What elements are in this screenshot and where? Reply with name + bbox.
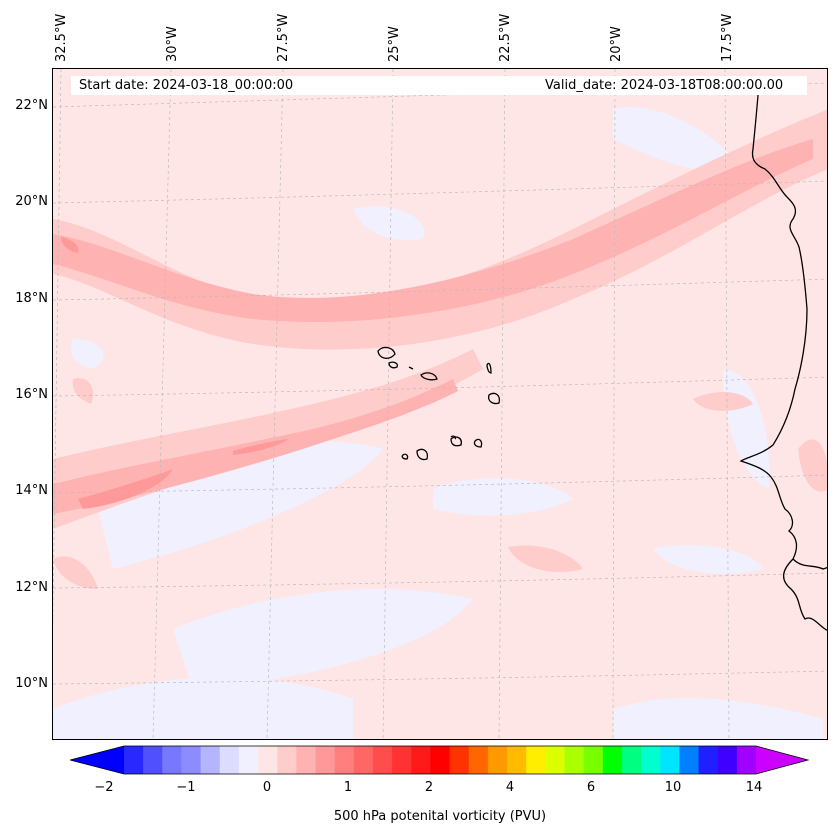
cbar-outline xyxy=(70,745,810,775)
cbar-segment xyxy=(526,746,546,774)
cbar-segment xyxy=(679,746,700,774)
cbar-segment xyxy=(545,746,565,774)
start-date-label: Start date: 2024-03-18_00:00:00 xyxy=(79,78,294,93)
cbar-segment xyxy=(334,746,355,774)
cbar-segment xyxy=(219,746,240,774)
cbar-tick-2: 2 xyxy=(424,780,434,795)
lon-label-20w: 20°W xyxy=(609,26,624,62)
cbar-segment xyxy=(583,746,604,774)
colorbar xyxy=(70,745,810,775)
cbar-segment xyxy=(200,746,221,774)
cbar-segment xyxy=(162,746,182,774)
map-panel xyxy=(52,68,828,740)
cbar-segment xyxy=(124,746,144,774)
lat-label-14n: 14°N xyxy=(15,483,48,498)
cbar-segment xyxy=(296,746,317,774)
cbar-extend-min xyxy=(70,746,124,774)
cbar-tick-4: 4 xyxy=(505,780,515,795)
cbar-segment xyxy=(430,746,451,774)
lon-label-32-5w: 32.5°W xyxy=(54,13,69,62)
cbar-tick-0: 0 xyxy=(262,780,272,795)
cbar-segment xyxy=(602,746,623,774)
pv-field xyxy=(53,69,827,739)
lon-label-27-5w: 27.5°W xyxy=(276,13,291,62)
pv-band-north-core xyxy=(61,237,79,253)
cbar-segment xyxy=(468,746,489,774)
cbar-segment xyxy=(277,746,297,774)
pv-blobs xyxy=(53,378,827,589)
cbar-tick-10: 10 xyxy=(664,780,682,795)
cape-verde-islands xyxy=(377,346,501,461)
cbar-segment xyxy=(641,746,661,774)
cbar-segment xyxy=(449,746,470,774)
cbar-segment xyxy=(392,746,412,774)
pv-band-north-mid xyxy=(53,139,813,322)
cbar-segment xyxy=(717,746,738,774)
lat-label-16n: 16°N xyxy=(15,387,48,402)
lat-label-20n: 20°N xyxy=(15,194,48,209)
cbar-segment xyxy=(507,746,527,774)
cbar-segment xyxy=(143,746,163,774)
cbar-tick--2: −2 xyxy=(94,780,114,795)
cbar-segment xyxy=(487,746,508,774)
cbar-segment xyxy=(621,746,642,774)
lat-label-12n: 12°N xyxy=(15,580,48,595)
lat-label-10n: 10°N xyxy=(15,676,48,691)
cbar-segment xyxy=(411,746,431,774)
cbar-extend-max xyxy=(756,746,808,774)
cbar-tick-1: 1 xyxy=(343,780,353,795)
cbar-segment xyxy=(181,746,202,774)
cbar-segment xyxy=(660,746,680,774)
cbar-segment xyxy=(258,746,278,774)
lon-label-22-5w: 22.5°W xyxy=(498,13,513,62)
valid-date-label: Valid_date: 2024-03-18T08:00:00.00 xyxy=(545,78,784,93)
colorbar-title: 500 hPa potenital vorticity (PVU) xyxy=(333,809,547,824)
lat-label-22n: 22°N xyxy=(15,98,48,113)
negative-pv-areas xyxy=(53,107,823,739)
cbar-tick--1: −1 xyxy=(176,780,196,795)
pv-band-south-core xyxy=(78,469,173,509)
cbar-segment xyxy=(698,746,719,774)
cbar-segment xyxy=(736,746,757,774)
cbar-segment xyxy=(353,746,374,774)
coastline-africa xyxy=(739,82,827,570)
cbar-segment xyxy=(315,746,336,774)
lon-label-17-5w: 17.5°W xyxy=(720,13,735,62)
cbar-segment xyxy=(372,746,393,774)
cbar-segment xyxy=(238,746,259,774)
coastline-south xyxy=(783,558,827,631)
cbar-segment xyxy=(564,746,585,774)
date-info-box xyxy=(71,76,807,95)
cbar-tick-14: 14 xyxy=(745,780,763,795)
lon-label-25w: 25°W xyxy=(387,26,402,62)
cbar-tick-6: 6 xyxy=(586,780,596,795)
lon-label-30w: 30°W xyxy=(165,26,180,62)
lat-label-18n: 18°N xyxy=(15,291,48,306)
